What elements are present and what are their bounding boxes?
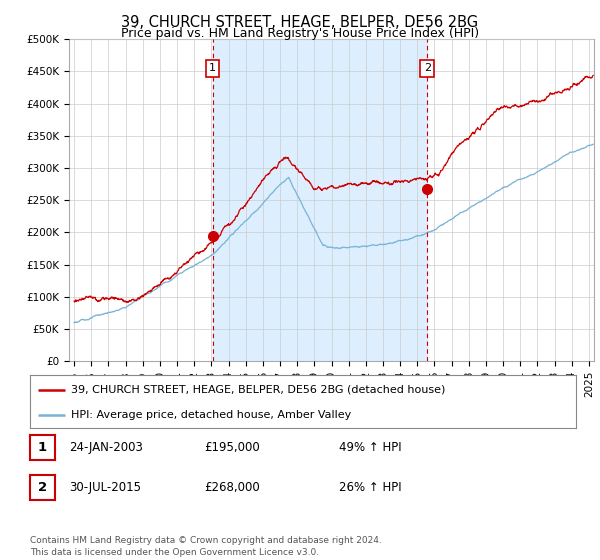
Text: £268,000: £268,000 [204, 480, 260, 493]
Text: Contains HM Land Registry data © Crown copyright and database right 2024.
This d: Contains HM Land Registry data © Crown c… [30, 536, 382, 557]
Bar [212, 39, 427, 361]
Text: 24-JAN-2003: 24-JAN-2003 [69, 441, 143, 454]
Text: £195,000: £195,000 [204, 441, 260, 454]
Text: 30-JUL-2015: 30-JUL-2015 [69, 480, 141, 493]
Text: 26% ↑ HPI: 26% ↑ HPI [339, 480, 401, 493]
Text: HPI: Average price, detached house, Amber Valley: HPI: Average price, detached house, Ambe… [71, 410, 351, 420]
Text: 2: 2 [424, 63, 431, 73]
Text: 49% ↑ HPI: 49% ↑ HPI [339, 441, 401, 454]
Text: 2: 2 [38, 480, 47, 493]
Text: 1: 1 [38, 441, 47, 454]
Text: 1: 1 [209, 63, 216, 73]
Text: 39, CHURCH STREET, HEAGE, BELPER, DE56 2BG: 39, CHURCH STREET, HEAGE, BELPER, DE56 2… [121, 15, 479, 30]
Text: 39, CHURCH STREET, HEAGE, BELPER, DE56 2BG (detached house): 39, CHURCH STREET, HEAGE, BELPER, DE56 2… [71, 385, 445, 395]
Text: Price paid vs. HM Land Registry's House Price Index (HPI): Price paid vs. HM Land Registry's House … [121, 27, 479, 40]
